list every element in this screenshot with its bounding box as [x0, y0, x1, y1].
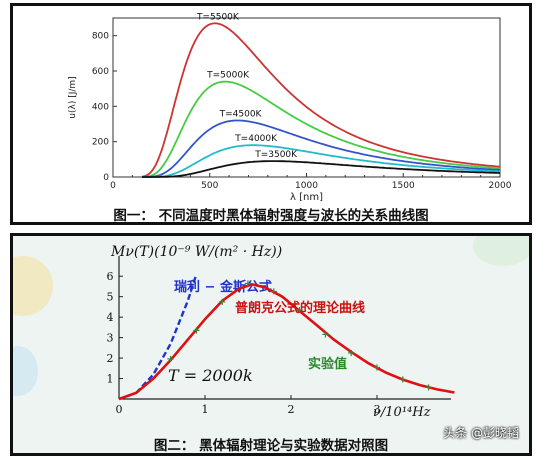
series-line-4000	[142, 144, 501, 178]
temperature-annotation: T = 2000k	[168, 366, 253, 385]
data-marker: +	[321, 330, 329, 341]
y-tick-label: 400	[92, 102, 109, 112]
series-line-3500	[142, 160, 501, 178]
planck-curve	[118, 283, 455, 401]
y-tick-label: 600	[92, 67, 109, 77]
data-marker: +	[270, 287, 278, 298]
theory-vs-experiment-panel: 1 2 3 4 5 6 0 1 2 3 Mν(T)(10⁻⁹ W/(m² · Hz)) ν/10¹⁴H…	[10, 233, 532, 456]
x-tick-label: 2000	[489, 181, 512, 191]
data-marker: +	[424, 383, 432, 394]
y-tick-label: 3	[107, 332, 114, 345]
data-marker: +	[347, 348, 355, 359]
y-tick-label: 2	[107, 352, 114, 365]
series-label: 普朗克公式的理论曲线	[235, 300, 365, 316]
watermark: 头条 @彭晓韬	[443, 426, 519, 440]
planck-curves-panel: 0 500 1000 1500 2000 0 200 400 600 800 λ [nm] u(λ) …	[10, 3, 532, 225]
series-label: 实验值	[308, 356, 347, 372]
planck-curves-chart: 0 500 1000 1500 2000 0 200 400 600 800 λ [nm] u(λ) …	[68, 12, 512, 201]
x-tick-label: 2	[288, 403, 295, 416]
y-axis-label: Mν(T)(10⁻⁹ W/(m² · Hz))	[110, 244, 282, 260]
series-line-5500	[141, 22, 501, 178]
series-line-4500	[142, 119, 501, 178]
x-tick-label: 3	[374, 403, 381, 416]
figure2-caption: 图二： 黑体辐射理论与实验数据对照图	[153, 438, 389, 454]
x-axis-label: λ [nm]	[290, 192, 323, 201]
x-tick-label: 1	[202, 403, 209, 416]
series-label-4000: T=4000K	[234, 134, 278, 144]
series-label-5000: T=5000K	[206, 71, 250, 81]
y-tick-label: 6	[107, 270, 114, 283]
y-tick-label: 200	[92, 138, 109, 148]
x-tick-label: 500	[201, 181, 218, 191]
data-marker: +	[166, 354, 174, 365]
theory-vs-experiment-chart: 1 2 3 4 5 6 0 1 2 3 Mν(T)(10⁻⁹ W/(m² · Hz)) ν/10¹⁴H…	[107, 244, 455, 420]
x-tick-label: 0	[110, 181, 116, 191]
data-marker: +	[218, 297, 226, 308]
series-label-4500: T=4500K	[219, 109, 263, 119]
x-tick-label: 0	[116, 403, 123, 416]
x-axis-label: ν/10¹⁴Hz	[373, 405, 431, 420]
series-label-3500: T=3500K	[254, 150, 298, 160]
data-marker: +	[295, 305, 303, 316]
x-tick-label: 1500	[392, 181, 415, 191]
data-marker: +	[192, 325, 200, 336]
data-marker: +	[244, 278, 252, 289]
series-line-5000	[142, 80, 501, 178]
x-tick-label: 1000	[295, 181, 318, 191]
decorative-blob	[473, 236, 529, 266]
y-tick-label: 0	[103, 173, 109, 183]
y-axis-label: u(λ) [J/m]	[68, 76, 78, 118]
figure1-caption: 图一： 不同温度时黑体辐射强度与波长的关系曲线图	[113, 208, 429, 224]
y-tick-label: 800	[92, 32, 109, 42]
y-tick-label: 4	[107, 311, 114, 324]
rayleigh-jeans-curve	[118, 273, 198, 401]
y-tick-label: 1	[107, 373, 114, 386]
data-marker: +	[399, 375, 407, 386]
y-tick-label: 5	[107, 291, 114, 304]
series-label: 瑞利 − 金斯公式	[174, 279, 272, 295]
data-marker: +	[373, 362, 381, 373]
series-label-5500: T=5500K	[196, 12, 240, 22]
